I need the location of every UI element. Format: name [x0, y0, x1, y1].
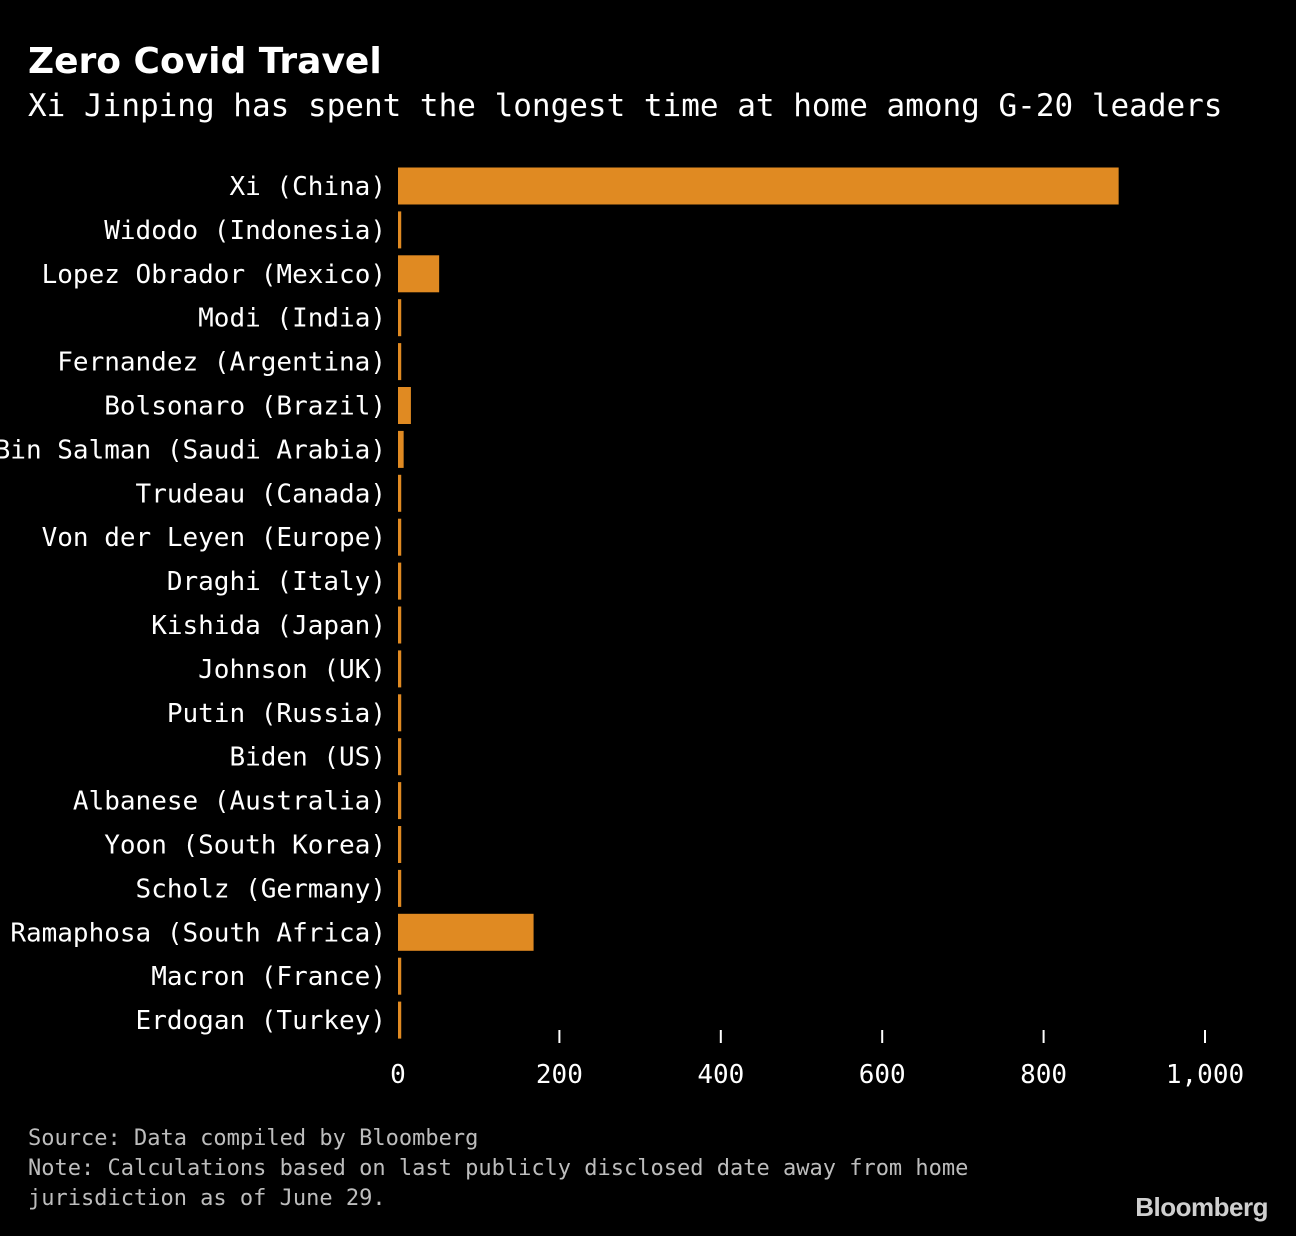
- bar: [398, 826, 402, 863]
- bar: [398, 211, 402, 249]
- bar: [398, 694, 402, 732]
- category-label: Widodo (Indonesia): [104, 216, 386, 246]
- bar: [398, 650, 402, 688]
- bar: [398, 255, 440, 293]
- bar: [398, 957, 402, 995]
- bar: [398, 782, 402, 820]
- category-label: Trudeau (Canada): [136, 479, 386, 509]
- bar: [398, 387, 411, 424]
- bar: [398, 430, 404, 468]
- category-label: Lopez Obrador (Mexico): [42, 260, 386, 290]
- category-label: Yoon (South Korea): [104, 831, 386, 861]
- chart-subtitle: Xi Jinping has spent the longest time at…: [28, 88, 1223, 124]
- bar: [398, 738, 402, 776]
- category-label: Putin (Russia): [167, 699, 386, 729]
- category-label: Xi (China): [229, 172, 386, 202]
- x-tick-label: 0: [390, 1060, 406, 1090]
- x-tick-label: 200: [536, 1060, 583, 1090]
- category-label: Fernandez (Argentina): [57, 348, 386, 378]
- category-label: Modi (India): [198, 304, 386, 334]
- category-label: Von der Leyen (Europe): [42, 523, 386, 553]
- category-label: Macron (France): [151, 962, 386, 992]
- bar: [398, 299, 402, 337]
- bar: [398, 167, 1119, 205]
- note-line-2: jurisdiction as of June 29.: [28, 1186, 386, 1211]
- chart-title: Zero Covid Travel: [28, 41, 382, 82]
- chart-footer: Source: Data compiled by Bloomberg Note:…: [28, 1124, 968, 1214]
- bar: [398, 1001, 402, 1039]
- category-label: Kishida (Japan): [151, 611, 386, 641]
- category-label: Erdogan (Turkey): [136, 1006, 386, 1036]
- category-label: Johnson (UK): [198, 655, 386, 685]
- category-label: Ramaphosa (South Africa): [10, 918, 386, 948]
- bar: [398, 474, 402, 512]
- bar: [398, 343, 402, 381]
- source-note: Source: Data compiled by Bloomberg: [28, 1126, 479, 1151]
- category-label: Scholz (Germany): [136, 874, 386, 904]
- bar: [398, 913, 534, 951]
- x-tick-label: 800: [1020, 1060, 1067, 1090]
- bar-chart: Xi (China) Widodo (Indonesia) Lopez Obrado…: [0, 167, 1244, 1090]
- x-tick-label: 1,000: [1166, 1060, 1244, 1090]
- bar: [398, 869, 402, 907]
- bloomberg-logo: Bloomberg: [1135, 1192, 1268, 1222]
- bar: [398, 606, 402, 644]
- bar: [398, 562, 402, 600]
- category-label: Albanese (Australia): [73, 787, 386, 817]
- x-tick-label: 400: [697, 1060, 744, 1090]
- category-label: Biden (US): [229, 743, 386, 773]
- x-tick-label: 600: [859, 1060, 906, 1090]
- category-label: Draghi (Italy): [167, 567, 386, 597]
- bar: [398, 518, 402, 556]
- note-line-1: Note: Calculations based on last publicl…: [28, 1156, 969, 1181]
- category-label: Bolsonaro (Brazil): [104, 392, 386, 422]
- category-label: Bin Salman (Saudi Arabia): [0, 435, 386, 465]
